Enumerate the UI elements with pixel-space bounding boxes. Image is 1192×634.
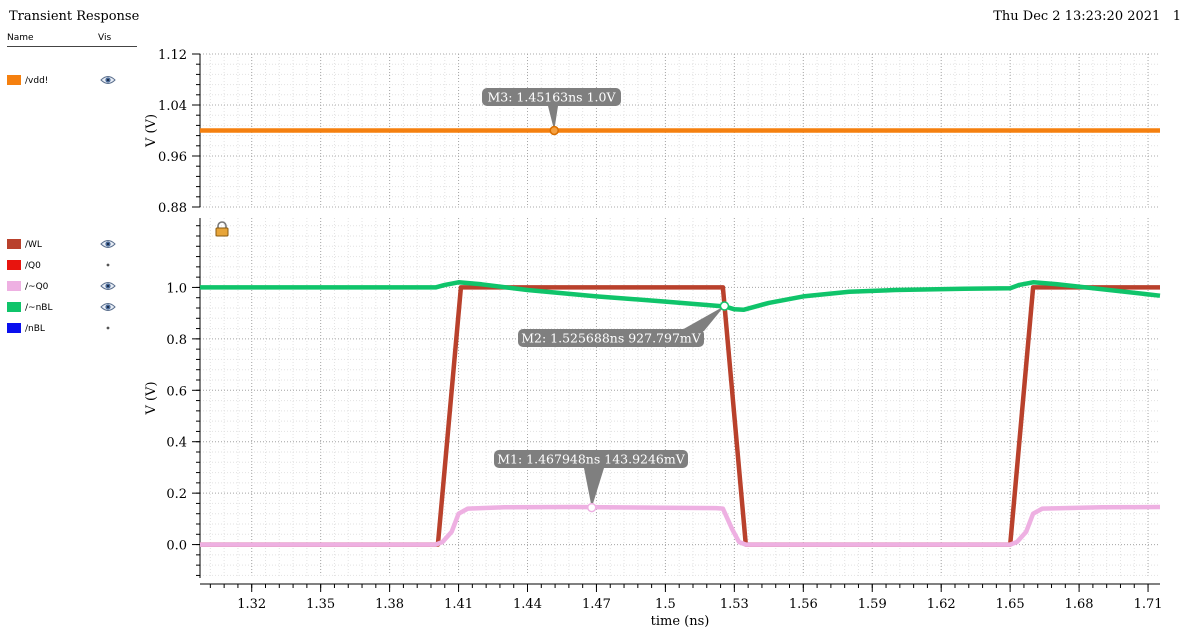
legend-item-wl[interactable]: /WL xyxy=(7,239,127,253)
hidden-dot-icon[interactable] xyxy=(100,322,116,334)
x-tick-label: 1.32 xyxy=(237,597,266,612)
callout-pointer xyxy=(584,468,604,508)
x-tick-label: 1.71 xyxy=(1134,597,1163,612)
y-tick-label: 0.88 xyxy=(158,201,187,216)
y-tick-label: 0.6 xyxy=(166,384,187,399)
x-tick-label: 1.44 xyxy=(513,597,542,612)
window-title: Transient Response xyxy=(9,9,140,24)
x-tick-label: 1.47 xyxy=(582,597,611,612)
y-tick-label: 0.2 xyxy=(166,487,187,502)
y-tick-label: 0.96 xyxy=(158,150,187,165)
x-axis-label: time (ns) xyxy=(651,614,710,629)
eye-icon[interactable] xyxy=(100,280,116,292)
panel-2: 0.0 0.2 0.4 0.6 0.8 1.0 V (V) xyxy=(144,218,1161,578)
x-tick-label: 1.62 xyxy=(927,597,956,612)
x-tick-label: 1.59 xyxy=(858,597,887,612)
legend-label: /WL xyxy=(25,240,42,250)
legend-item-nbl[interactable]: /nBL xyxy=(7,323,127,337)
callout-pointer xyxy=(548,106,558,131)
x-tick-label: 1.65 xyxy=(996,597,1025,612)
marker-m3: M3: 1.45163ns 1.0V xyxy=(482,88,621,136)
datetime-page: Thu Dec 2 13:23:20 2021 1 xyxy=(993,9,1181,24)
series-q0 xyxy=(200,504,1161,547)
hidden-dot-icon[interactable] xyxy=(100,259,116,271)
series-nbl xyxy=(200,280,1161,313)
marker-m1: M1: 1.467948ns 143.9246mV xyxy=(494,450,688,513)
legend-label: /Q0 xyxy=(25,261,41,271)
page-number: 1 xyxy=(1172,9,1181,24)
legend-item-vdd[interactable]: /vdd! xyxy=(7,75,127,89)
legend-swatch xyxy=(7,239,21,249)
marker-point xyxy=(586,502,597,513)
callout-pointer xyxy=(680,305,725,331)
callout-box xyxy=(494,450,688,468)
callout-box xyxy=(482,88,621,106)
lock-icon xyxy=(215,221,229,237)
legend-label: /nBL xyxy=(25,324,45,334)
legend-item-nbl[interactable]: /~nBL xyxy=(7,302,127,316)
marker-point xyxy=(549,125,559,136)
legend-label: /vdd! xyxy=(25,76,49,86)
legend-name-header: Name xyxy=(7,33,34,43)
y-tick-label: 1.12 xyxy=(158,48,187,63)
x-tick-label: 1.56 xyxy=(789,597,818,612)
callout-label: M2: 1.525688ns 927.797mV xyxy=(521,331,702,346)
legend-item-q0[interactable]: /Q0 xyxy=(7,260,127,274)
series-wl xyxy=(200,285,1160,547)
y-tick-label: 0.8 xyxy=(166,333,187,348)
legend-label: /~Q0 xyxy=(25,282,49,292)
x-tick-label: 1.5 xyxy=(655,597,676,612)
x-tick-label: 1.35 xyxy=(306,597,335,612)
y-tick-label: 1.04 xyxy=(158,99,187,114)
legend-vis-header: Vis xyxy=(98,33,112,43)
x-tick-label: 1.53 xyxy=(720,597,749,612)
legend-swatch xyxy=(7,75,21,85)
legend-header: Name Vis xyxy=(7,33,137,47)
y-axis-label: V (V) xyxy=(144,114,159,148)
y-tick-label: 0.0 xyxy=(166,539,187,554)
legend-swatch xyxy=(7,323,21,333)
eye-icon[interactable] xyxy=(100,74,116,86)
eye-icon[interactable] xyxy=(100,238,116,250)
x-tick-label: 1.38 xyxy=(375,597,404,612)
legend-label: /~nBL xyxy=(25,303,53,313)
y-tick-label: 0.4 xyxy=(166,436,187,451)
callout-label: M3: 1.45163ns 1.0V xyxy=(488,90,617,105)
callout-label: M1: 1.467948ns 143.9246mV xyxy=(497,452,686,467)
datetime: Thu Dec 2 13:23:20 2021 xyxy=(993,9,1161,24)
marker-point xyxy=(719,301,730,311)
x-tick-label: 1.68 xyxy=(1065,597,1094,612)
legend-item-q0[interactable]: /~Q0 xyxy=(7,281,127,295)
eye-icon[interactable] xyxy=(100,301,116,313)
y-axis-label: V (V) xyxy=(144,381,159,415)
x-tick-label: 1.41 xyxy=(444,597,473,612)
legend-swatch xyxy=(7,260,21,270)
y-tick-label: 1.0 xyxy=(166,281,187,296)
legend-swatch xyxy=(7,281,21,291)
marker-m2: M2: 1.525688ns 927.797mV xyxy=(518,301,730,347)
legend-swatch xyxy=(7,302,21,312)
callout-box xyxy=(518,329,704,347)
panel-1: 0.88 0.96 1.04 1.12 V (V) xyxy=(144,48,1160,216)
